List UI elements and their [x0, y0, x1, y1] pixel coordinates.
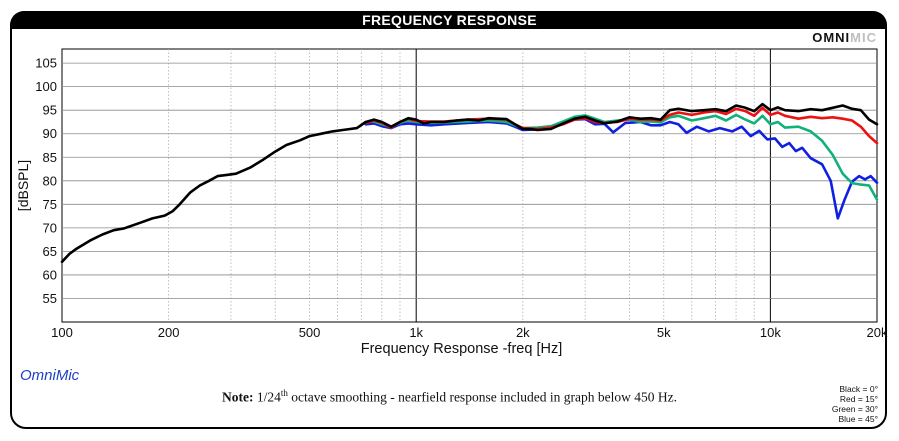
- app-label: OmniMic: [20, 367, 80, 384]
- y-tick-label: 105: [35, 56, 57, 71]
- series-line-black: [60, 102, 879, 264]
- plot-area: [61, 48, 878, 323]
- y-tick-label: 90: [43, 126, 57, 141]
- x-tick-label: 20k: [867, 325, 888, 340]
- legend-entry-blue: Blue = 45°: [838, 414, 878, 424]
- y-tick-label: 95: [43, 103, 57, 118]
- x-tick-label: 500: [299, 325, 321, 340]
- brand-logo: OMNIMIC: [812, 30, 877, 45]
- x-tick-label: 5k: [657, 325, 671, 340]
- note-pre: 1/24: [256, 389, 281, 405]
- brand-dark: OMNI: [812, 30, 851, 45]
- x-axis-label: Frequency Response -freq [Hz]: [361, 341, 562, 357]
- smoothing-note: Note: 1/24th octave smoothing - nearfiel…: [0, 388, 899, 406]
- y-tick-label: 75: [43, 197, 57, 212]
- y-axis-label: [dBSPL]: [15, 160, 31, 211]
- legend: Black = 0° Red = 15° Green = 30° Blue = …: [832, 384, 878, 424]
- x-tick-label: 1k: [409, 325, 423, 340]
- x-tick-label: 10k: [760, 325, 781, 340]
- y-tick-label: 80: [43, 173, 57, 188]
- series-line-blue: [364, 117, 879, 220]
- legend-entry-red: Red = 15°: [839, 394, 878, 404]
- note-label: Note:: [221, 389, 254, 405]
- chart-title: FREQUENCY RESPONSE: [362, 12, 537, 28]
- x-tick-label: 2k: [516, 325, 530, 340]
- legend-entry-black: Black = 0°: [839, 384, 878, 394]
- y-tick-label: 60: [43, 267, 57, 282]
- legend-entry-green: Green = 30°: [831, 404, 878, 414]
- x-tick-label: 100: [51, 325, 73, 340]
- note-text: octave smoothing - nearfield response in…: [287, 389, 678, 405]
- note-sup: th: [280, 388, 288, 398]
- y-tick-label: 65: [43, 244, 57, 259]
- y-tick-label: 100: [35, 79, 57, 94]
- title-bar: [10, 11, 887, 29]
- y-tick-label: 85: [43, 150, 57, 165]
- y-tick-label: 70: [43, 220, 57, 235]
- y-tick-label: 55: [43, 291, 57, 306]
- brand-light: MIC: [850, 30, 877, 45]
- x-tick-label: 200: [158, 325, 180, 340]
